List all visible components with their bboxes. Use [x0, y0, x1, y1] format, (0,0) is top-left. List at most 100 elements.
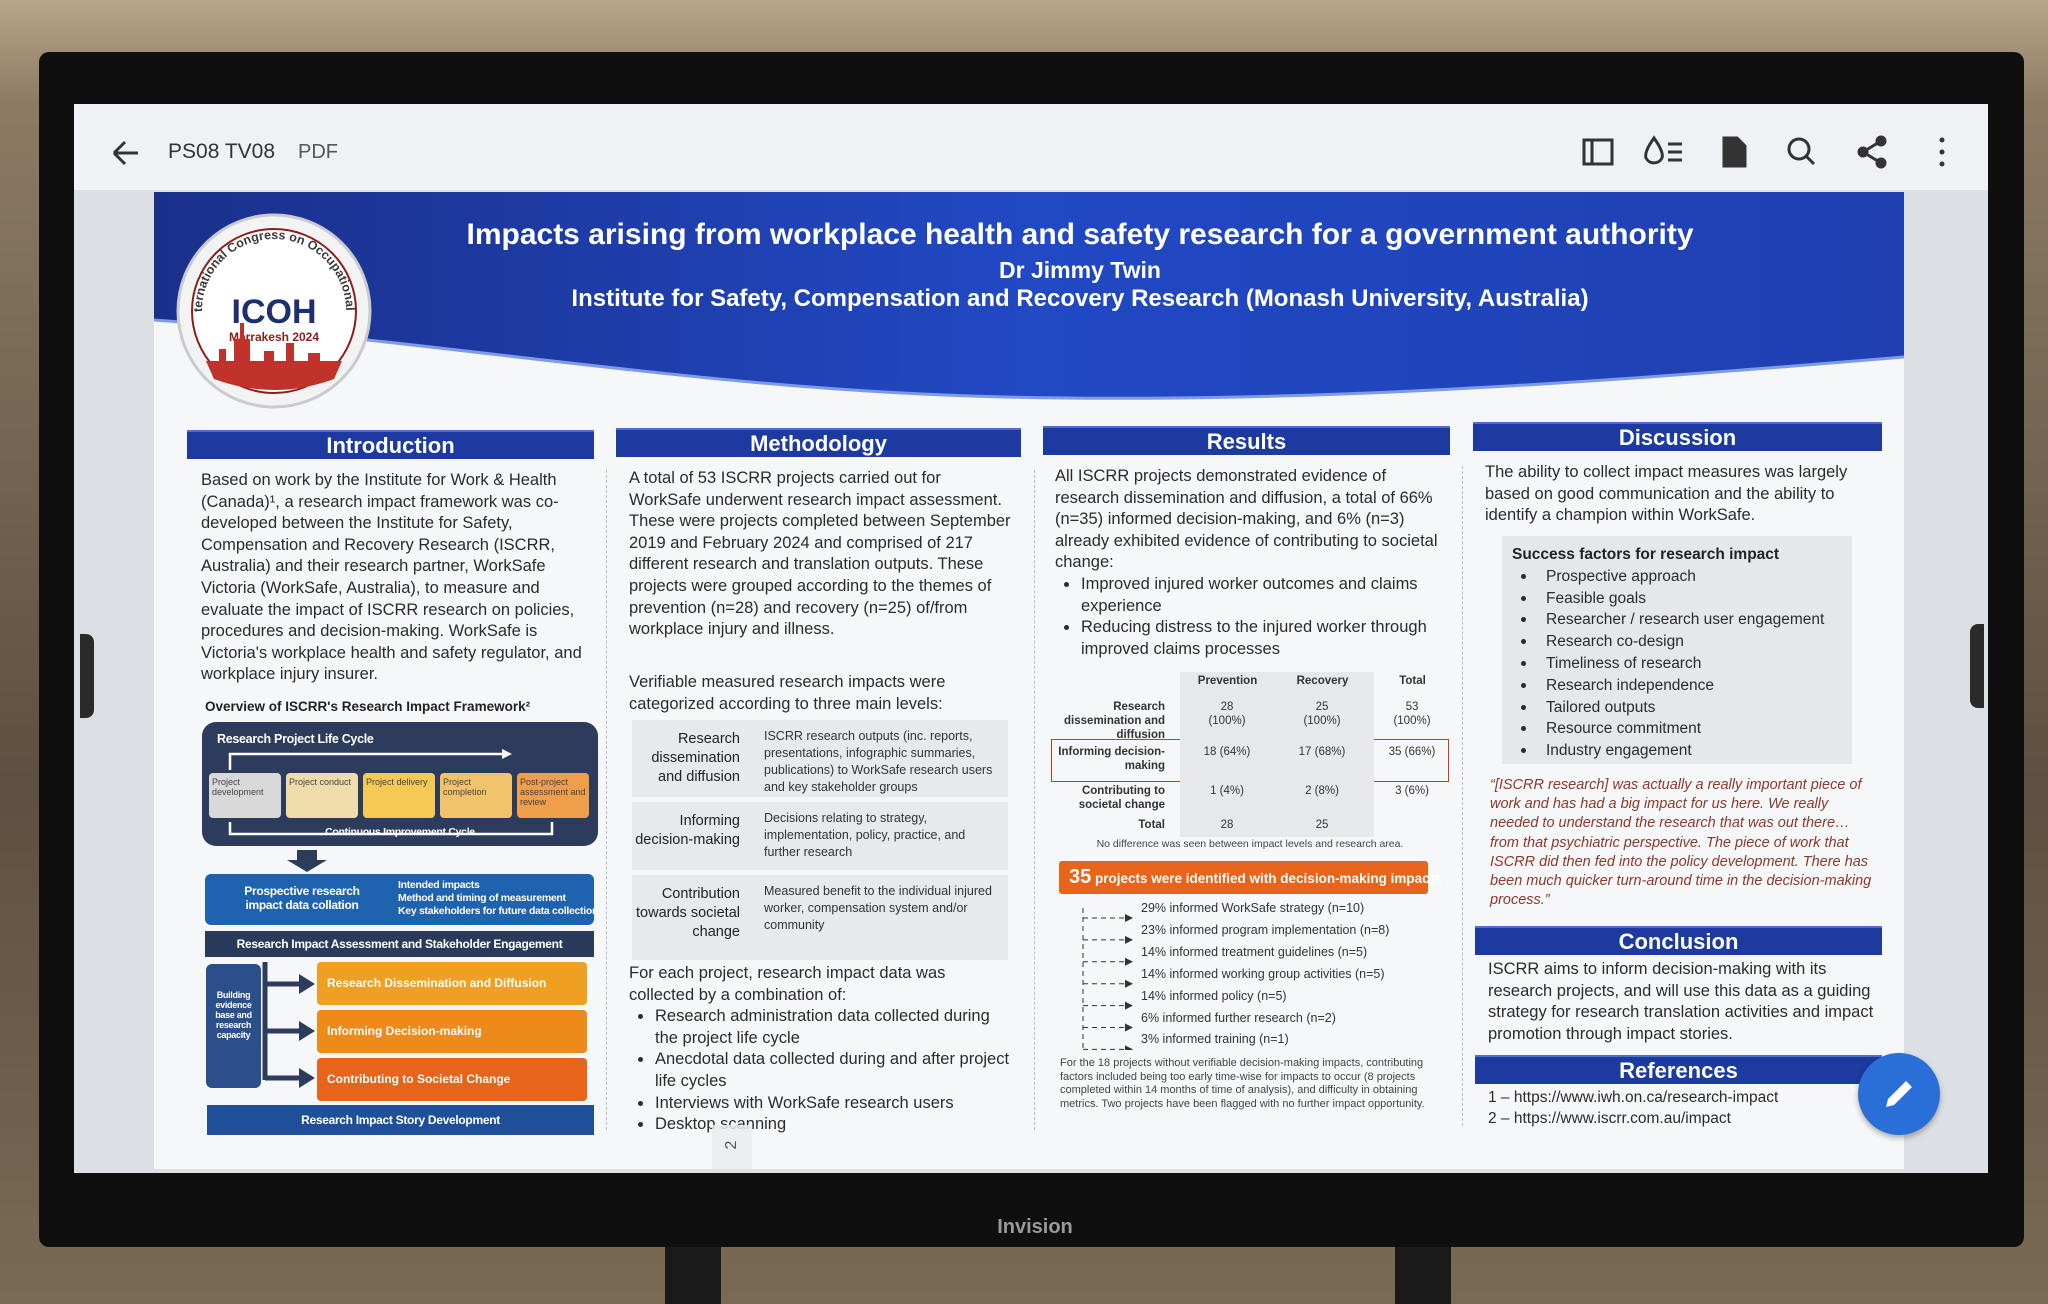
success-factor: Resource commitment [1512, 718, 1842, 740]
life-cycle-title: Research Project Life Cycle [217, 732, 374, 746]
edit-button[interactable] [1858, 1053, 1940, 1135]
level-description: Decisions relating to strategy, implemen… [764, 811, 966, 859]
table-cell: 1 (4%) [1210, 785, 1244, 797]
discussion-quote: “[ISCRR research] was actually a really … [1490, 777, 1872, 909]
connector-arrow [1125, 1001, 1133, 1010]
banner-text: projects were identified with decision-m… [1095, 871, 1442, 886]
search-button[interactable] [1787, 137, 1811, 161]
discussion-text: The ability to collect impact measures w… [1485, 463, 1848, 525]
table-shade [1180, 672, 1374, 837]
column-divider [1034, 470, 1035, 1130]
column-divider [1462, 466, 1463, 1126]
level-row [632, 802, 1008, 870]
document-title: PS08 TV08 [168, 140, 276, 163]
table-cell: 17 (68%) [1298, 746, 1346, 758]
connector-arrow [1125, 979, 1133, 988]
collation-title: Prospective research impact data collati… [244, 884, 360, 912]
level-description: Measured benefit to the individual injur… [764, 884, 992, 932]
collation-box [205, 874, 594, 925]
table-column-header: Recovery [1296, 675, 1349, 687]
assessment-label: Research Impact Assessment and Stakehold… [236, 937, 563, 951]
breakdown-item: 14% informed policy (n=5) [1141, 988, 1287, 1003]
story-label: Research Impact Story Development [301, 1113, 500, 1127]
methodology-text: A total of 53 ISCRR projects carried out… [629, 469, 1011, 639]
section-heading: Discussion [1473, 422, 1882, 451]
monitor-stand-left [665, 1240, 721, 1304]
header-band [154, 192, 1904, 400]
connector-arrow [1125, 914, 1133, 922]
toolbar [74, 104, 1988, 190]
edit-icon [1886, 1081, 1912, 1107]
logo-skyline [206, 323, 342, 390]
table-cell: 18 (64%) [1203, 746, 1251, 758]
table-cell: 3 (6%) [1395, 785, 1429, 797]
assessment-box [205, 931, 594, 957]
section-heading: Methodology [616, 428, 1021, 457]
page-number: 2 [723, 1140, 740, 1150]
poster-title: Impacts arising from workplace health an… [466, 218, 1694, 251]
table-cell: 28 (100%) [1208, 701, 1246, 727]
logo-name: ICOH [232, 293, 317, 331]
results-banner: 35 projects were identified with decisio… [1059, 861, 1442, 894]
success-factor: Feasible goals [1512, 588, 1842, 610]
table-row-label: Total [1138, 819, 1165, 831]
level-row [632, 720, 1008, 797]
connector-arrow [1125, 935, 1133, 944]
figure-title: Overview of ISCRR's Research Impact Fram… [205, 699, 531, 714]
success-factor: Research independence [1512, 675, 1842, 697]
success-factor: Tailored outputs [1512, 697, 1842, 719]
document-button[interactable] [1722, 136, 1747, 168]
banner-number: 35 [1069, 866, 1092, 888]
sidebar-button[interactable] [1582, 138, 1614, 166]
page-indicator [712, 1125, 752, 1169]
logo: 34th International Congress on Occupatio… [174, 211, 372, 409]
success-factor: Researcher / research user engagement [1512, 609, 1842, 631]
connector-arrow [1125, 1023, 1133, 1032]
level-name: Contribution towards societal change [636, 886, 740, 940]
level-name: Research dissemination and diffusion [651, 731, 740, 785]
reading-mode-button[interactable] [1644, 135, 1682, 165]
table-cell: 53 (100%) [1393, 701, 1431, 727]
collection-item: Desktop scanning [629, 1114, 1014, 1136]
table-cell: 28 [1220, 819, 1234, 831]
results-example: Reducing distress to the injured worker … [1055, 617, 1440, 660]
life-cycle-stage: Project conduct [286, 773, 358, 818]
collection-item: Research administration data collected d… [629, 1006, 1014, 1049]
monitor-stand-right [1395, 1240, 1451, 1304]
factors-title: Success factors for research impact [1512, 546, 1780, 563]
collection-block: For each project, research impact data w… [629, 963, 1014, 1136]
evidence-box [206, 964, 261, 1088]
connector-arrow [1125, 1045, 1133, 1050]
table-cell: 35 (66%) [1388, 746, 1436, 758]
success-factor: Prospective approach [1512, 566, 1842, 588]
results-footnote: For the 18 projects without verifiable d… [1060, 1057, 1425, 1110]
section-heading: Introduction [187, 430, 594, 459]
share-button[interactable] [1857, 135, 1887, 169]
breakdown-connectors [1082, 908, 1133, 1050]
breakdown-item: 3% informed training (n=1) [1141, 1032, 1289, 1047]
levels-intro: Verifiable measured research impacts wer… [629, 673, 946, 713]
column-divider [606, 470, 607, 1130]
figure-arrows [228, 749, 554, 872]
back-button[interactable] [112, 140, 138, 166]
section-heading: Conclusion [1475, 926, 1882, 955]
life-cycle-stage: Project completion [440, 773, 512, 818]
table-cell: 2 (8%) [1305, 785, 1339, 797]
level-name: Informing decision-making [635, 813, 740, 848]
impact-level: Contributing to Societal Change [317, 1058, 587, 1101]
success-factor: Industry engagement [1512, 740, 1842, 762]
evidence-label: Building evidence base and research capa… [215, 990, 252, 1040]
table-row-label: Contributing to societal change [1078, 785, 1165, 811]
menu-button[interactable] [1939, 137, 1945, 167]
table-column-header: Prevention [1197, 675, 1258, 687]
connector-line [1082, 908, 1127, 1050]
success-factor: Timeliness of research [1512, 653, 1842, 675]
connector-arrow [1125, 957, 1133, 966]
document-format: PDF [298, 141, 338, 163]
cycle-label: Continuous Improvement Cycle [325, 826, 475, 838]
reference: 2 – https://www.iscrr.com.au/impact [1488, 1109, 1731, 1127]
poster-author: Dr Jimmy Twin [999, 257, 1161, 283]
breakdown-item: 29% informed WorkSafe strategy (n=10) [1141, 901, 1365, 915]
toolbar-icons [112, 135, 1945, 169]
side-handle-right [1970, 624, 1984, 708]
